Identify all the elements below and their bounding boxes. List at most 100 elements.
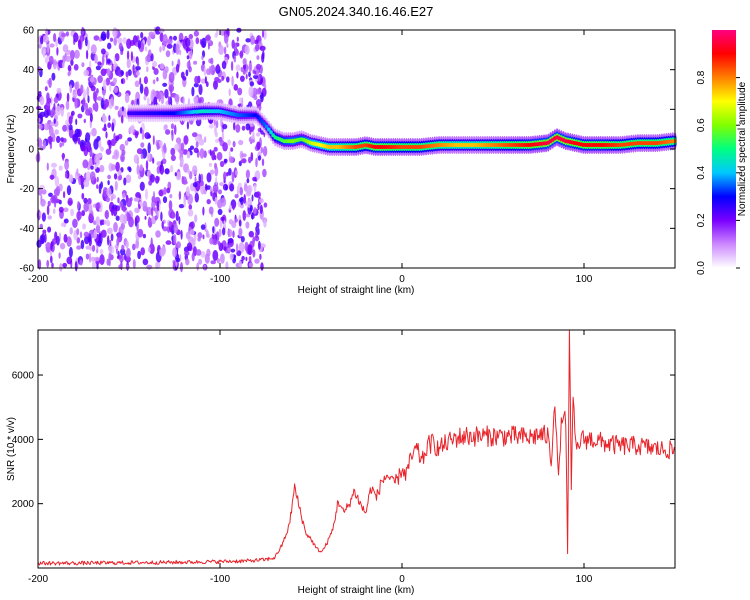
noise-speck (47, 200, 51, 207)
noise-speck (214, 217, 220, 227)
noise-speck (170, 165, 174, 173)
noise-speck (87, 95, 90, 103)
noise-speck (178, 204, 185, 209)
snr-series-line (37, 329, 676, 566)
noise-speck (249, 204, 253, 212)
noise-speck (76, 168, 79, 177)
noise-speck (53, 96, 59, 104)
noise-speck (163, 187, 167, 195)
noise-speck (195, 37, 200, 45)
noise-speck (91, 127, 97, 137)
noise-speck (136, 60, 140, 67)
noise-speck (93, 229, 97, 240)
noise-speck (125, 248, 131, 258)
noise-speck (67, 71, 71, 77)
noise-speck (219, 160, 225, 168)
noise-speck (74, 98, 78, 109)
noise-speck (245, 256, 248, 262)
noise-speck (225, 185, 228, 191)
noise-speck (80, 239, 85, 250)
noise-speck (91, 244, 96, 252)
noise-speck (55, 185, 60, 197)
noise-speck (217, 208, 223, 216)
noise-speck (231, 171, 235, 183)
noise-speck (101, 54, 105, 66)
noise-speck (84, 235, 90, 245)
noise-speck (168, 200, 173, 211)
noise-speck (240, 158, 247, 164)
noise-speck (90, 165, 94, 170)
noise-speck (100, 146, 104, 152)
noise-speck (238, 219, 242, 227)
ridge-cell (269, 130, 273, 135)
noise-speck (245, 169, 250, 179)
noise-speck (109, 201, 115, 213)
noise-speck (64, 160, 69, 171)
noise-speck (174, 172, 177, 177)
noise-speck (94, 54, 98, 64)
noise-speck (175, 257, 181, 263)
noise-speck (255, 230, 258, 239)
noise-speck (154, 215, 158, 221)
noise-speck (208, 206, 214, 215)
ridge-cell (267, 127, 271, 132)
noise-speck (233, 84, 239, 91)
noise-speck (146, 66, 149, 73)
noise-speck (207, 42, 210, 50)
noise-speck (77, 137, 81, 145)
noise-speck (257, 155, 262, 161)
noise-speck (112, 27, 118, 38)
noise-speck (76, 228, 80, 236)
noise-speck (62, 44, 69, 53)
noise-speck (214, 196, 218, 205)
figure-title: GN05.2024.340.16.46.E27 (279, 4, 434, 19)
noise-speck (235, 64, 241, 72)
noise-speck (217, 79, 222, 83)
noise-speck (225, 261, 229, 270)
noise-speck (112, 155, 116, 160)
noise-speck (109, 37, 114, 42)
noise-speck (195, 249, 202, 256)
noise-speck (248, 71, 251, 78)
noise-speck (48, 55, 54, 65)
noise-speck (39, 211, 42, 217)
noise-speck (255, 191, 261, 199)
noise-speck (164, 88, 169, 99)
noise-speck (136, 98, 140, 107)
noise-speck (115, 161, 120, 172)
noise-speck (107, 180, 110, 186)
noise-speck (86, 141, 92, 153)
noise-speck (137, 250, 142, 260)
noise-speck (72, 90, 78, 99)
noise-speck (166, 187, 171, 194)
noise-speck (185, 47, 192, 52)
noise-speck (245, 38, 251, 43)
noise-speck (129, 125, 135, 134)
noise-speck (234, 218, 238, 223)
noise-speck (94, 153, 100, 164)
noise-speck (248, 230, 254, 238)
noise-speck (111, 122, 115, 132)
noise-speck (85, 171, 92, 182)
noise-speck (256, 222, 260, 229)
noise-speck (200, 78, 206, 84)
noise-speck (120, 248, 126, 256)
noise-speck (89, 157, 93, 167)
noise-speck (50, 241, 53, 252)
noise-speck (83, 69, 90, 77)
noise-speck (232, 203, 235, 211)
noise-speck (238, 139, 244, 146)
noise-speck (125, 71, 129, 78)
noise-speck (238, 228, 243, 237)
noise-speck (63, 138, 67, 143)
noise-speck (187, 209, 194, 217)
noise-speck (198, 138, 205, 146)
noise-speck (67, 64, 72, 72)
noise-speck (188, 204, 193, 210)
noise-speck (230, 147, 234, 152)
noise-speck (102, 127, 107, 132)
noise-speck (248, 86, 254, 97)
noise-speck (115, 135, 120, 142)
noise-speck (178, 191, 182, 200)
x-tick-label: -200 (28, 274, 48, 285)
